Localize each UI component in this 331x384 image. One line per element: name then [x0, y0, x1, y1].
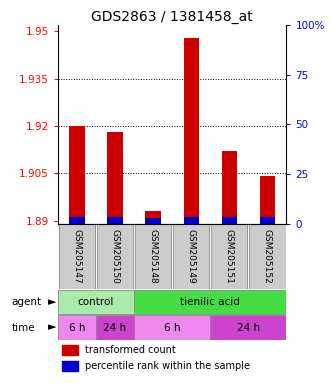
Bar: [107, 132, 122, 224]
Text: GSM205150: GSM205150: [111, 229, 119, 284]
Bar: [107, 217, 122, 224]
Text: ►: ►: [48, 323, 57, 333]
Text: GSM205149: GSM205149: [187, 229, 196, 284]
Bar: [183, 38, 199, 224]
Bar: [63, 345, 78, 355]
FancyBboxPatch shape: [210, 315, 286, 340]
Text: tienilic acid: tienilic acid: [180, 297, 240, 307]
Text: percentile rank within the sample: percentile rank within the sample: [85, 361, 250, 371]
Bar: [183, 217, 199, 224]
Text: GSM205152: GSM205152: [263, 229, 272, 284]
Text: GSM205151: GSM205151: [225, 229, 234, 284]
FancyBboxPatch shape: [211, 225, 248, 288]
FancyBboxPatch shape: [96, 315, 134, 340]
Text: time: time: [12, 323, 35, 333]
Title: GDS2863 / 1381458_at: GDS2863 / 1381458_at: [91, 10, 253, 24]
Text: 6 h: 6 h: [69, 323, 85, 333]
FancyBboxPatch shape: [135, 225, 171, 288]
Text: agent: agent: [12, 297, 42, 307]
Text: 24 h: 24 h: [237, 323, 260, 333]
Bar: [145, 217, 161, 224]
Bar: [145, 211, 161, 224]
Bar: [70, 217, 85, 224]
FancyBboxPatch shape: [134, 290, 286, 314]
Bar: [221, 217, 237, 224]
Text: ►: ►: [48, 297, 57, 307]
Bar: [260, 217, 275, 224]
Text: transformed count: transformed count: [85, 345, 176, 355]
Bar: [260, 177, 275, 224]
Text: GSM205148: GSM205148: [149, 229, 158, 284]
Bar: [221, 151, 237, 224]
Text: 6 h: 6 h: [164, 323, 180, 333]
FancyBboxPatch shape: [58, 315, 96, 340]
FancyBboxPatch shape: [59, 225, 95, 288]
FancyBboxPatch shape: [173, 225, 210, 288]
Text: 24 h: 24 h: [104, 323, 126, 333]
Text: GSM205147: GSM205147: [72, 229, 81, 284]
FancyBboxPatch shape: [134, 315, 210, 340]
Text: control: control: [78, 297, 114, 307]
FancyBboxPatch shape: [58, 290, 134, 314]
Bar: [63, 361, 78, 371]
Bar: [70, 126, 85, 224]
FancyBboxPatch shape: [97, 225, 133, 288]
FancyBboxPatch shape: [249, 225, 286, 288]
